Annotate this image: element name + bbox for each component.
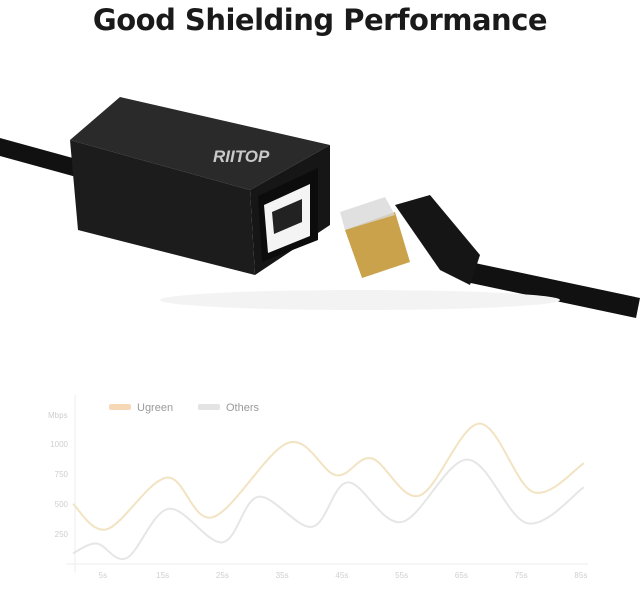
y-tick-label: 250 (55, 530, 69, 539)
legend-label: Ugreen (137, 402, 173, 414)
x-tick-label: 15s (156, 571, 169, 580)
series-line-others (72, 458, 585, 561)
x-tick-label: 35s (276, 571, 289, 580)
x-tick-label: 25s (216, 571, 229, 580)
x-tick-label: 85s (574, 571, 587, 580)
x-tick-label: 5s (99, 571, 107, 580)
ethernet-plug (340, 195, 640, 318)
page-title: Good Shielding Performance (92, 3, 548, 37)
x-tick-label: 65s (455, 571, 468, 580)
legend-label: Others (226, 402, 260, 414)
x-tick-label: 45s (335, 571, 348, 580)
x-tick-label: 75s (515, 571, 528, 580)
left-cable (0, 138, 80, 178)
coupler-adapter: RIITOP (70, 97, 330, 275)
y-tick-label: 500 (55, 500, 69, 509)
series-line-ugreen (72, 422, 585, 531)
y-tick-label: 1000 (50, 440, 68, 449)
y-tick-label: 750 (55, 470, 69, 479)
watermark: RIITOP (213, 147, 270, 166)
y-axis-label: Mbps (48, 411, 68, 420)
x-tick-label: 55s (395, 571, 408, 580)
legend-swatch (109, 404, 131, 410)
legend-swatch (198, 404, 220, 410)
